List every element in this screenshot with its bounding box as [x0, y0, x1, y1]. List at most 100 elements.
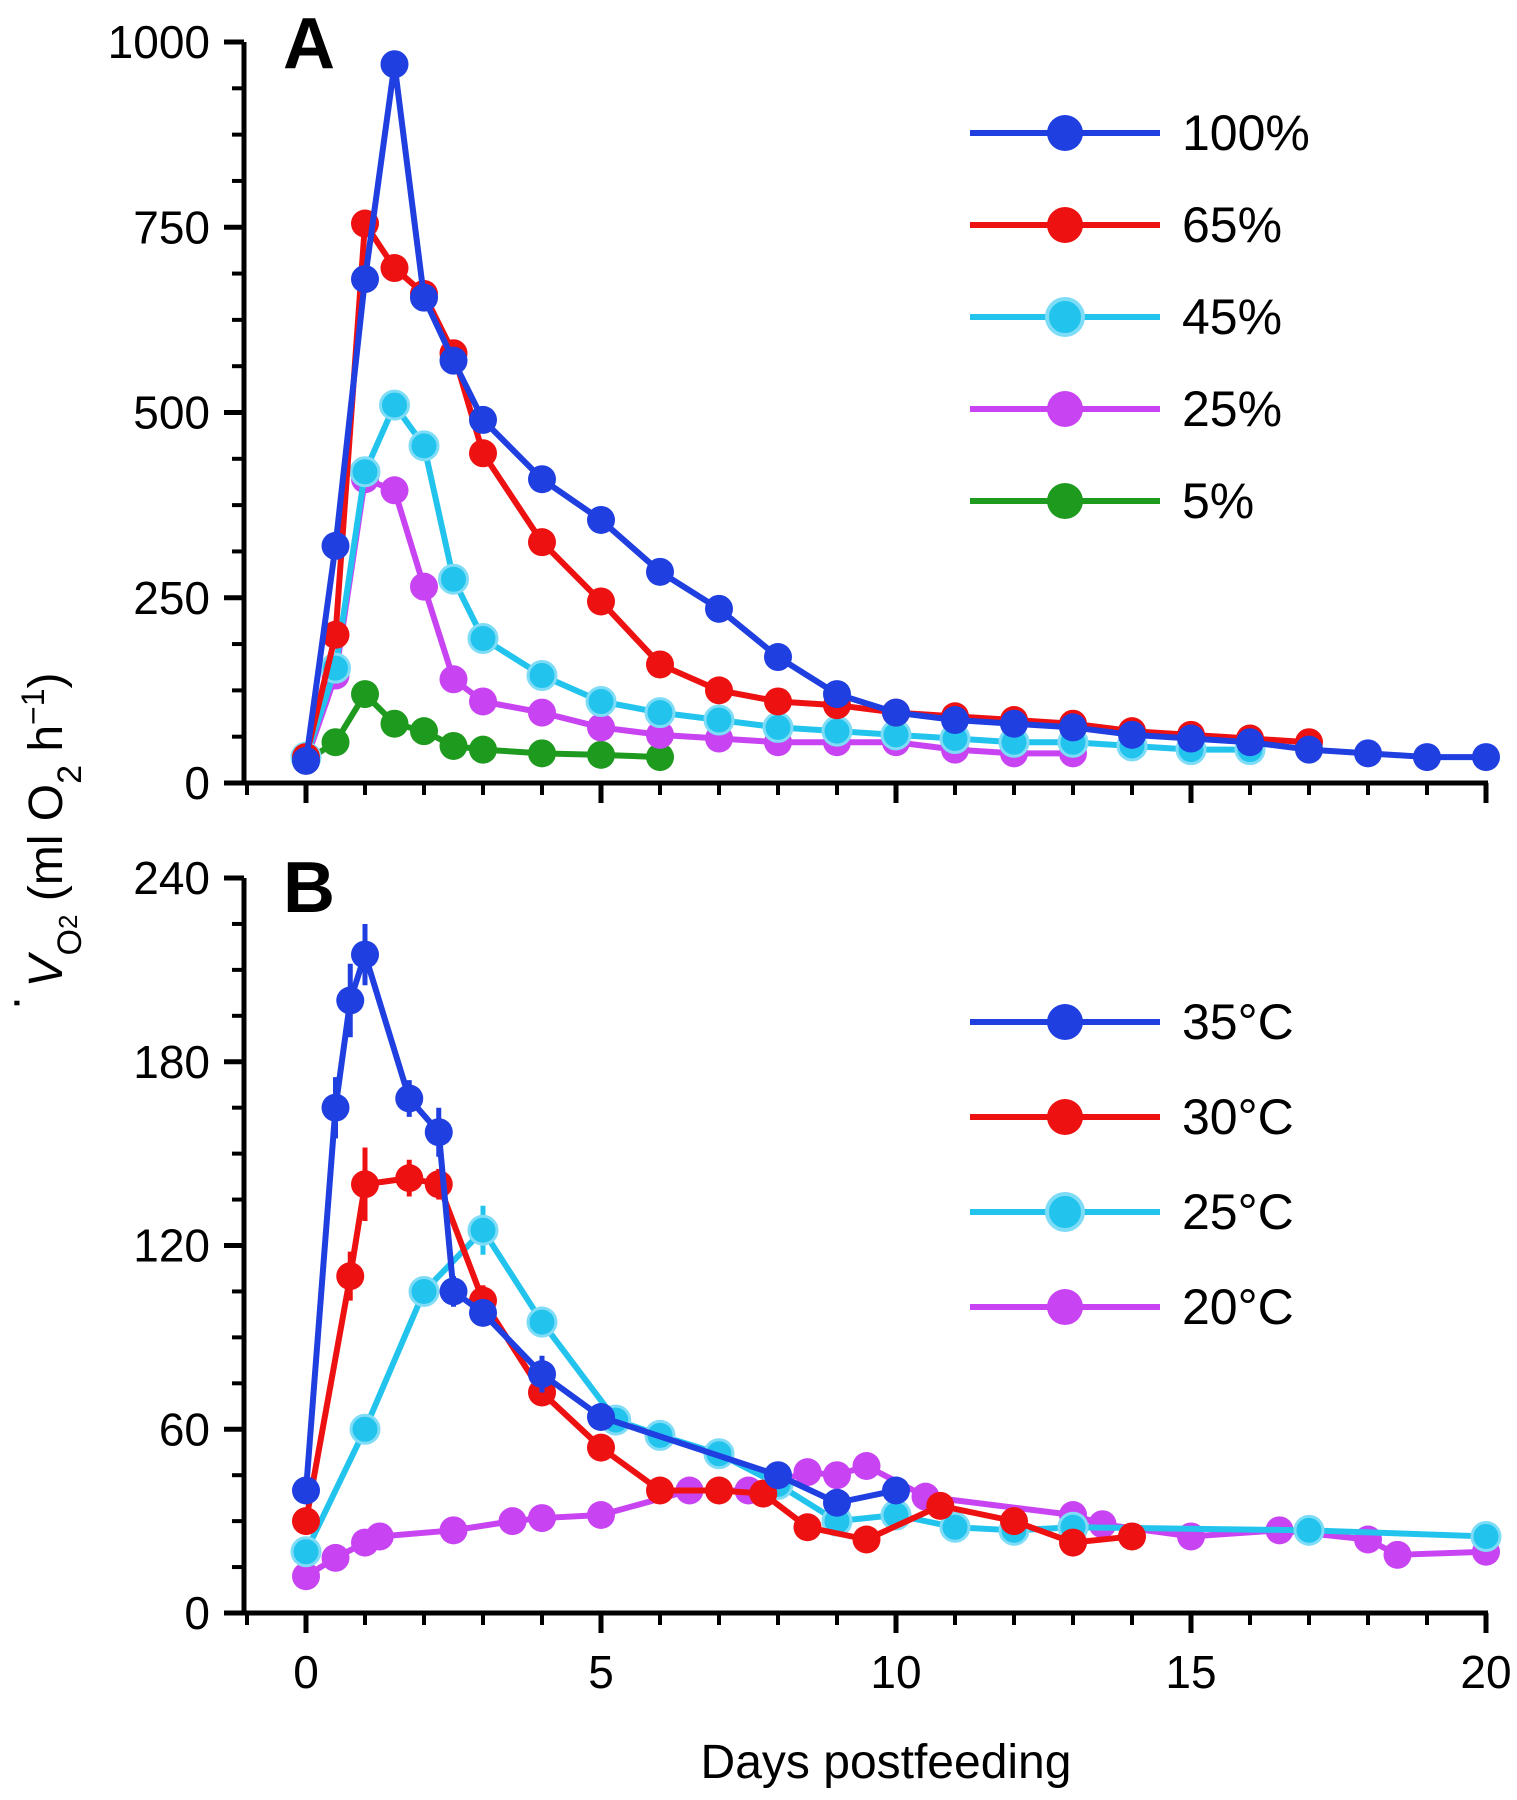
data-point: [882, 698, 910, 727]
legend-label: 25°C: [1182, 1184, 1294, 1240]
data-point: [351, 265, 379, 294]
data-point: [528, 1504, 556, 1533]
y-axis-title-sub: O: [51, 929, 89, 955]
data-point: [762, 711, 794, 743]
data-point: [424, 1118, 453, 1147]
legend-label: 20°C: [1182, 1279, 1294, 1335]
data-point: [1118, 720, 1146, 749]
data-point: [379, 389, 410, 421]
panel-a: 0 250 500 750 1000 A 100% 65% 45% 25% 5%: [108, 4, 1500, 809]
legend-swatch-marker: [1047, 1099, 1083, 1135]
data-point: [587, 1403, 615, 1431]
data-point: [764, 687, 792, 716]
legend-item: 65%: [970, 197, 1282, 253]
y-axis-title-unit-sup: −1: [15, 688, 51, 724]
legend-swatch-marker: [1047, 115, 1083, 151]
data-point: [1413, 743, 1441, 772]
data-point: [587, 587, 615, 616]
data-point: [380, 709, 409, 738]
data-point: [528, 698, 556, 727]
series-5%: [292, 680, 674, 775]
data-point: [439, 731, 468, 760]
data-point: [528, 739, 556, 768]
data-point: [1470, 1520, 1502, 1552]
data-point: [321, 620, 350, 649]
panel-label: B: [283, 848, 335, 928]
legend-item: 25%: [970, 381, 1282, 437]
y-axis-title-unit-open: (ml O: [20, 784, 73, 915]
y-axis-title-unit-close: ): [20, 673, 73, 689]
legend-item: 5%: [970, 473, 1254, 529]
y-tick-label: 1000: [108, 16, 210, 68]
data-point: [528, 1360, 556, 1389]
legend-swatch-marker: [1045, 297, 1085, 337]
legend-label: 5%: [1182, 473, 1254, 529]
data-point: [705, 594, 733, 623]
y-tick-label: 750: [133, 201, 210, 253]
data-point: [292, 1507, 320, 1536]
y-tick-label: 250: [133, 572, 210, 624]
data-point: [467, 623, 499, 655]
data-point: [585, 685, 617, 717]
data-point: [351, 940, 379, 969]
data-point: [438, 563, 469, 595]
data-point: [380, 254, 409, 283]
data-point: [1000, 1507, 1028, 1536]
data-point: [941, 706, 969, 735]
x-tick-label: 5: [588, 1646, 614, 1698]
data-point: [528, 528, 556, 557]
data-point: [349, 1413, 381, 1445]
data-point: [646, 557, 674, 586]
data-point: [646, 1476, 674, 1505]
y-axis-title-subsub: 2: [53, 915, 83, 929]
data-point: [395, 1164, 424, 1193]
data-point: [1118, 1522, 1146, 1551]
data-point: [408, 430, 440, 462]
legend-label: 65%: [1182, 197, 1282, 253]
data-point: [410, 572, 438, 601]
legend-swatch-marker: [1045, 1192, 1085, 1232]
y-tick-label: 240: [133, 852, 210, 904]
legend-item: 45%: [970, 289, 1282, 345]
data-point: [646, 720, 674, 749]
data-point: [351, 680, 379, 709]
y-tick-label: 60: [159, 1403, 210, 1455]
data-point: [380, 50, 409, 79]
data-point: [292, 1476, 320, 1505]
legend-label: 35°C: [1182, 994, 1294, 1050]
data-point: [469, 439, 497, 468]
legend-label: 30°C: [1182, 1089, 1294, 1145]
data-point: [793, 1513, 822, 1542]
data-point: [439, 1516, 468, 1545]
series-line: [303, 691, 663, 764]
data-point: [292, 1562, 320, 1591]
data-point: [469, 405, 497, 434]
data-point: [587, 713, 615, 742]
legend-swatch-marker: [1047, 483, 1083, 519]
data-point: [292, 746, 320, 775]
data-point: [793, 1458, 822, 1487]
legend-swatch-marker: [1047, 207, 1083, 243]
data-point: [646, 743, 674, 772]
data-point: [1295, 735, 1323, 764]
y-axis-title-dot: ·: [0, 995, 41, 1011]
data-point: [587, 505, 615, 534]
data-point: [1177, 724, 1205, 753]
legend-item: 30°C: [970, 1089, 1294, 1145]
y-axis-title-v: V: [20, 952, 73, 988]
data-point: [823, 680, 851, 709]
data-point: [410, 283, 438, 312]
data-point: [1354, 739, 1382, 768]
data-point: [336, 986, 365, 1015]
legend-swatch-marker: [1047, 391, 1083, 427]
data-point: [587, 1501, 615, 1529]
data-point: [1088, 1510, 1117, 1539]
data-point: [823, 1488, 851, 1517]
x-tick-label: 10: [870, 1646, 921, 1698]
legend-label: 100%: [1182, 105, 1310, 161]
y-axis-title-unit-h: h: [20, 725, 73, 765]
data-point: [351, 1170, 379, 1199]
data-point: [1293, 1514, 1325, 1546]
data-point: [1059, 1528, 1087, 1557]
legend-item: 35°C: [970, 994, 1294, 1050]
